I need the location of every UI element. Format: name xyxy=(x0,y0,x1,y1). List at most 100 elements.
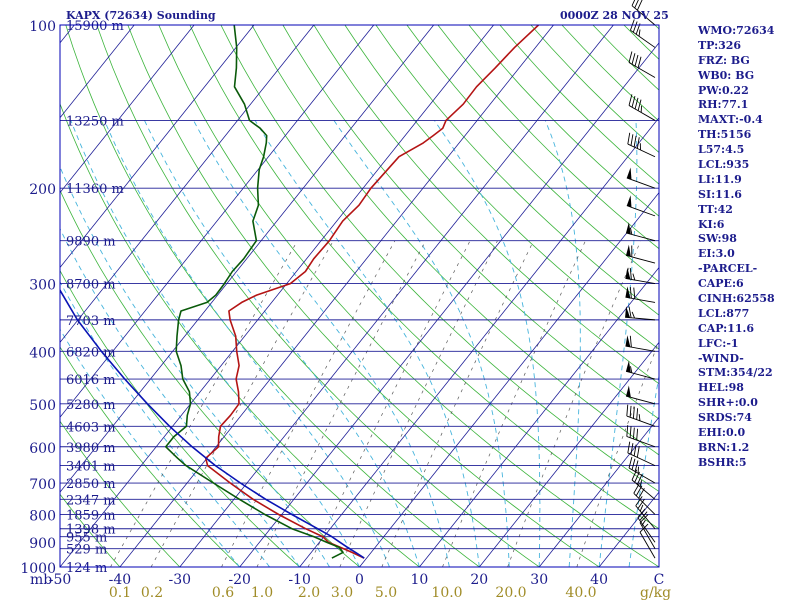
height-label: 8700 m xyxy=(66,278,116,293)
sounding-traces xyxy=(60,25,540,559)
pressure-tick-label: 900 xyxy=(29,536,56,552)
wind-barb xyxy=(631,0,656,26)
wind-barb xyxy=(625,385,656,405)
wind-barb xyxy=(635,496,656,530)
index-item: WMO:72634 xyxy=(698,24,775,37)
height-label: 11360 m xyxy=(66,182,124,197)
dry-adiabats xyxy=(60,25,800,567)
height-label: 529 m xyxy=(66,543,107,558)
height-label: 5280 m xyxy=(66,398,116,413)
isotherm-line xyxy=(419,266,659,567)
wind-barb xyxy=(626,404,656,427)
index-item: KI:6 xyxy=(698,217,725,231)
wind-barb xyxy=(625,244,656,264)
index-item: HEL:98 xyxy=(698,381,744,395)
height-label: 13250 m xyxy=(66,114,124,129)
mixing-ratio-line xyxy=(507,240,642,567)
mixing-ratio-label: 0.6 xyxy=(212,585,234,600)
mixing-ratio-line xyxy=(110,240,298,567)
mixing-ratio-line xyxy=(576,340,659,567)
wind-barb xyxy=(625,267,656,285)
index-item: EHI:0.0 xyxy=(698,426,746,440)
height-label: 6820 m xyxy=(66,345,116,360)
index-item: TT:42 xyxy=(698,202,733,216)
dry-adiabat-line xyxy=(65,25,480,567)
moist-adiabat-line xyxy=(103,120,390,567)
index-item: BRN:1.2 xyxy=(698,440,750,454)
mixing-ratio-line xyxy=(381,240,534,567)
plot-frame xyxy=(59,24,660,568)
wind-barb xyxy=(625,306,656,321)
index-item: L57:4.5 xyxy=(698,143,745,157)
mixing-ratio-label: 1.0 xyxy=(251,585,273,600)
index-item: BSHR:5 xyxy=(698,455,747,469)
isotherms xyxy=(60,25,659,567)
isotherm-line xyxy=(60,25,494,567)
index-item: TP:326 xyxy=(698,38,742,52)
height-label: 1398 m xyxy=(66,523,116,538)
isotherm-line xyxy=(299,117,659,567)
wind-barb xyxy=(628,94,656,121)
pressure-tick-label: 100 xyxy=(29,19,56,35)
index-item: TH:5156 xyxy=(698,128,752,142)
wind-barb xyxy=(627,441,656,467)
isotherm-line xyxy=(60,25,375,418)
isotherm-line xyxy=(478,341,659,567)
index-item: LI:11.9 xyxy=(698,172,742,186)
temperature-tick-label: -10 xyxy=(288,572,311,588)
height-label: 15900 m xyxy=(66,19,124,34)
wind-barb xyxy=(627,132,656,158)
index-item: CAPE:6 xyxy=(698,277,744,291)
height-label: 9890 m xyxy=(66,235,116,250)
height-label: 3401 m xyxy=(66,460,116,475)
pressure-tick-label: 500 xyxy=(29,398,56,414)
height-label: 2850 m xyxy=(66,477,116,492)
isotherm-line xyxy=(60,25,255,269)
dewpoint-trace xyxy=(165,25,344,559)
temperature-tick-label: -40 xyxy=(109,572,132,588)
isotherm-line xyxy=(538,416,659,567)
wind-barb xyxy=(625,222,656,242)
pressure-tick-label: 700 xyxy=(29,477,56,493)
isotherm-line xyxy=(239,42,659,567)
mixing-ratio-label: 2.0 xyxy=(298,585,320,600)
moist-adiabat-line xyxy=(60,227,300,567)
mixing-ratio-label: 0.1 xyxy=(109,585,131,600)
index-item: LCL:877 xyxy=(698,306,750,320)
isotherm-line xyxy=(60,25,315,344)
temperature-tick-label: 0 xyxy=(355,572,364,588)
wind-barb xyxy=(628,456,656,484)
moist-adiabat-line xyxy=(60,280,270,567)
temperature-tick-label: 30 xyxy=(530,572,548,588)
temperature-tick-label: 20 xyxy=(470,572,488,588)
index-item: LFC:-1 xyxy=(698,336,739,350)
isotherm-line xyxy=(359,191,659,567)
dry-adiabat-line xyxy=(779,25,800,567)
moist-adiabat-line xyxy=(60,328,241,567)
wind-barb xyxy=(625,286,656,303)
mixing-ratio-label: 10.0 xyxy=(431,585,462,600)
mixing-ratio-line xyxy=(339,240,498,567)
height-label: 3980 m xyxy=(66,441,116,456)
height-label: 124 m xyxy=(66,561,107,576)
dry-adiabat-line xyxy=(60,189,360,567)
mixing-ratio-label: 20.0 xyxy=(495,585,526,600)
pressure-tick-label: 400 xyxy=(29,345,56,361)
moist-adiabat-line xyxy=(60,165,330,567)
moist-adiabat-line xyxy=(434,120,541,567)
mixing-ratio-lines xyxy=(110,240,659,567)
index-item: WB0: BG xyxy=(698,68,755,82)
sounding-indices-panel: WMO:72634 TP:326 FRZ: BG WB0: BG PW:0.22 RH:7… xyxy=(698,24,775,471)
pressure-tick-label: 1000 xyxy=(20,561,56,577)
pressure-tick-label: 300 xyxy=(29,278,56,294)
observation-time: 0000Z 28 NOV 25 xyxy=(560,9,669,22)
moist-adiabat-line xyxy=(144,120,420,567)
height-label: 2347 m xyxy=(66,493,116,508)
temperature-tick-label: -30 xyxy=(169,572,192,588)
index-item: SRDS:74 xyxy=(698,411,752,425)
isotherm-line xyxy=(60,25,435,493)
index-item: CINH:62558 xyxy=(698,292,775,306)
moist-adiabat-line xyxy=(254,120,480,567)
